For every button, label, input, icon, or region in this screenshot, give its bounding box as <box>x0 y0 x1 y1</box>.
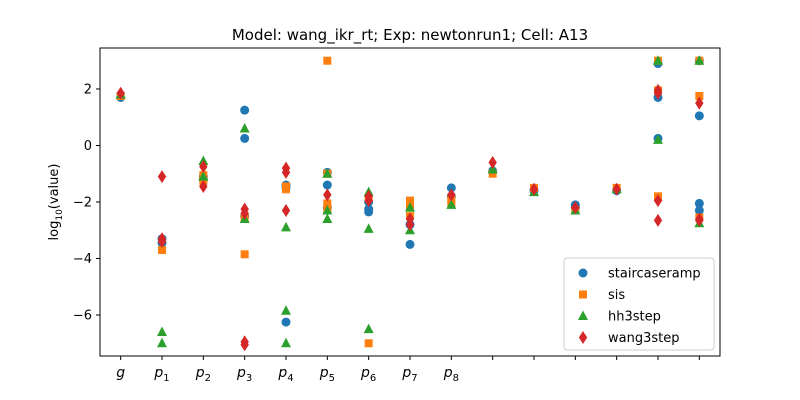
x-tick-label: p1 <box>153 365 169 384</box>
data-point <box>199 160 208 174</box>
legend-marker <box>579 290 587 299</box>
data-point <box>694 205 704 215</box>
y-tick-label: 0 <box>84 139 92 154</box>
data-point <box>405 218 415 232</box>
legend-marker <box>578 268 588 278</box>
data-point <box>405 202 415 212</box>
data-point <box>157 170 167 184</box>
data-point <box>323 188 332 202</box>
data-point <box>240 206 249 220</box>
x-tick-label: g <box>116 365 125 381</box>
data-point <box>694 111 704 121</box>
data-point <box>281 305 291 315</box>
data-point <box>323 199 332 208</box>
data-point <box>322 213 333 223</box>
data-point <box>695 213 704 227</box>
data-point <box>364 194 373 208</box>
y-axis-label: log10(value) <box>47 164 65 241</box>
data-point <box>281 317 291 327</box>
plot-area <box>115 55 705 352</box>
data-point <box>364 339 373 348</box>
x-tick-label: p6 <box>360 365 376 384</box>
x-tick-label: p3 <box>236 365 252 384</box>
data-point <box>240 338 249 352</box>
data-point <box>157 235 167 249</box>
x-tick-label: p2 <box>195 365 211 384</box>
x-axis: g p1 p2 p3 p4 p5 p6 p7 p8 <box>116 356 700 384</box>
data-point <box>240 105 250 115</box>
data-point <box>694 55 705 65</box>
legend-marker <box>578 310 588 320</box>
data-point <box>364 207 374 217</box>
data-point <box>363 223 374 233</box>
data-point <box>653 213 663 227</box>
series-wang3step <box>116 83 704 352</box>
y-tick-label: −2 <box>73 196 92 211</box>
data-point <box>282 185 290 194</box>
data-point <box>281 221 291 232</box>
legend-label: hh3step <box>608 310 661 325</box>
data-point <box>405 239 415 249</box>
data-point <box>695 96 704 110</box>
x-tick-label: p7 <box>401 365 417 384</box>
data-point <box>158 246 166 255</box>
data-point <box>322 180 332 190</box>
data-point <box>199 179 208 193</box>
data-point <box>694 198 704 208</box>
y-tick-label: −4 <box>73 252 92 267</box>
legend-label: wang3step <box>608 331 679 346</box>
data-point <box>488 169 497 178</box>
y-axis: −6 −4 −2 0 2 <box>73 82 100 324</box>
data-point <box>322 168 333 178</box>
data-point <box>157 326 167 336</box>
data-point <box>447 188 456 202</box>
data-point <box>323 56 332 65</box>
data-point <box>198 171 209 181</box>
data-point <box>239 123 250 133</box>
data-point <box>281 337 291 348</box>
legend-box <box>563 257 715 351</box>
x-tick-label: p5 <box>319 365 335 384</box>
y-axis-label-sub: 10 <box>55 209 65 221</box>
data-point <box>653 134 663 144</box>
data-point <box>695 92 704 101</box>
x-tick-label: p4 <box>277 365 293 384</box>
legend-label: staircaseramp <box>608 267 701 282</box>
x-tick-label: p8 <box>443 365 459 384</box>
data-point <box>488 155 497 169</box>
data-point <box>612 182 621 196</box>
data-point <box>281 203 291 217</box>
data-point <box>406 196 414 205</box>
data-point <box>653 86 663 100</box>
data-point <box>240 250 249 259</box>
data-point <box>363 323 374 334</box>
data-point <box>446 199 457 209</box>
legend-label: sis <box>608 288 625 303</box>
y-tick-label: −6 <box>73 309 92 324</box>
y-axis-label-rest: (value) <box>47 164 62 210</box>
data-point <box>571 201 580 215</box>
data-point <box>446 183 456 193</box>
data-point <box>240 133 250 143</box>
data-point <box>116 86 125 100</box>
y-tick-label: 2 <box>84 82 92 97</box>
data-point <box>281 165 291 179</box>
chart-title: Model: wang_ikr_rt; Exp: newtonrun1; Cel… <box>232 26 588 45</box>
legend-marker <box>578 331 588 344</box>
data-point <box>157 337 167 348</box>
data-point <box>653 55 663 65</box>
data-point <box>322 204 333 215</box>
data-point <box>529 182 539 196</box>
legend: staircaseramp sis hh3step wang3step <box>563 257 715 351</box>
data-point <box>653 194 663 208</box>
